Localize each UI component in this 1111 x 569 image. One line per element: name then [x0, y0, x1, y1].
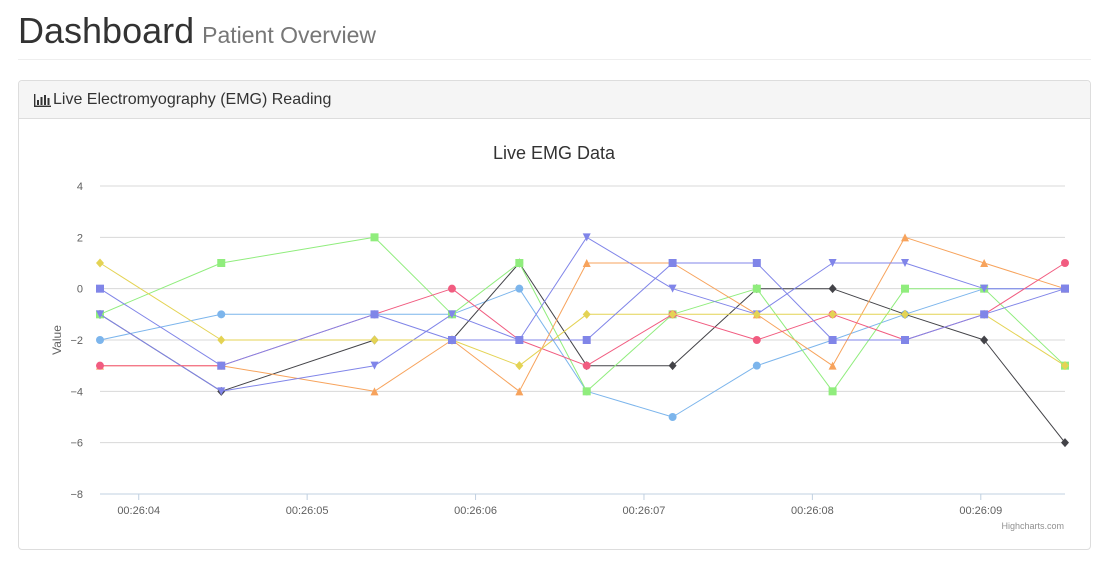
x-axis: 00:26:04 00:26:05 00:26:06 00:26:07 00:26:08… — [100, 493, 1065, 517]
data-point — [980, 310, 989, 319]
x-tick-label: 00:26:08 — [791, 505, 834, 517]
data-point — [96, 258, 104, 268]
data-point — [668, 259, 677, 267]
data-point — [447, 284, 456, 293]
data-point — [752, 259, 761, 267]
y-tick-label: −6 — [70, 438, 83, 450]
data-point — [980, 259, 989, 267]
page-title-text: Dashboard — [18, 10, 195, 51]
data-point — [582, 233, 591, 242]
data-point — [515, 361, 524, 371]
data-point — [582, 387, 591, 396]
x-tick-label: 00:26:06 — [454, 505, 497, 517]
data-point — [515, 387, 524, 396]
data-point — [515, 259, 524, 267]
data-point — [515, 336, 524, 344]
data-point — [370, 310, 379, 319]
x-tick-label: 00:26:07 — [623, 505, 666, 517]
data-point — [96, 284, 104, 293]
series-line — [99, 262, 1066, 367]
data-point — [828, 387, 837, 396]
panel-heading: Live Electromyography (EMG) Reading — [19, 81, 1090, 119]
data-point — [370, 387, 379, 396]
data-point — [752, 309, 761, 319]
series-line — [99, 262, 1066, 367]
data-point — [668, 413, 677, 421]
page-header: Dashboard Patient Overview — [18, 8, 1091, 60]
chart-credits[interactable]: Highcharts.com — [1001, 521, 1064, 531]
data-point — [370, 233, 379, 242]
x-tick-label: 00:26:04 — [117, 505, 160, 517]
data-point — [901, 309, 910, 319]
page-title: Dashboard Patient Overview — [18, 11, 376, 55]
data-point — [217, 310, 226, 319]
data-point — [828, 259, 837, 267]
data-point — [668, 361, 677, 371]
y-tick-label: −8 — [70, 489, 83, 501]
data-point — [828, 284, 837, 294]
y-axis: 4 2 0 −2 −4 −6 −8 — [70, 181, 83, 501]
data-point — [1061, 361, 1069, 371]
series-1 — [96, 284, 1069, 421]
data-point — [752, 336, 761, 344]
y-tick-label: −4 — [70, 386, 83, 398]
emg-panel: Live Electromyography (EMG) Reading — [18, 80, 1091, 550]
data-point — [828, 361, 837, 370]
data-point — [1061, 438, 1069, 448]
data-point — [447, 336, 456, 344]
page-subtitle: Patient Overview — [202, 22, 376, 48]
data-point — [515, 284, 524, 293]
data-point — [582, 259, 591, 267]
series-line — [99, 262, 1066, 444]
series-8 — [96, 259, 1069, 370]
y-axis-title: Value — [50, 325, 64, 355]
x-tick-label: 00:26:09 — [959, 505, 1002, 517]
data-point — [96, 336, 104, 344]
data-point — [901, 336, 910, 344]
series-line — [99, 288, 1065, 418]
data-point — [447, 310, 456, 319]
y-tick-label: 0 — [77, 284, 83, 296]
data-point — [370, 361, 379, 370]
x-tick-label: 00:26:05 — [286, 505, 329, 517]
data-point — [582, 361, 591, 370]
y-tick-label: −2 — [70, 335, 83, 347]
y-tick-label: 2 — [77, 232, 83, 244]
panel-title: Live Electromyography (EMG) Reading — [53, 90, 332, 108]
data-point — [217, 335, 226, 345]
data-point — [828, 309, 837, 319]
data-point — [1061, 259, 1069, 267]
data-point — [217, 361, 226, 370]
data-point — [901, 284, 910, 293]
data-point — [96, 361, 104, 370]
data-point — [1061, 284, 1069, 293]
data-point — [96, 310, 104, 319]
data-point — [582, 309, 591, 319]
series-line — [99, 236, 1066, 392]
bar-chart-icon — [34, 93, 51, 107]
data-point — [668, 284, 677, 293]
data-point — [828, 336, 837, 344]
data-point — [980, 284, 989, 293]
data-point — [217, 387, 226, 396]
data-point — [668, 309, 677, 319]
data-point — [752, 361, 761, 370]
data-point — [980, 335, 989, 345]
y-tick-label: 4 — [77, 181, 83, 193]
data-point — [217, 259, 226, 267]
chart-series — [96, 233, 1069, 448]
chart-title: Live EMG Data — [493, 143, 616, 163]
data-point — [901, 233, 910, 242]
data-point — [582, 336, 591, 344]
data-point — [370, 335, 379, 345]
series-line — [99, 236, 1065, 392]
data-point — [752, 284, 761, 293]
series-2 — [96, 258, 1069, 448]
data-point — [901, 259, 910, 267]
